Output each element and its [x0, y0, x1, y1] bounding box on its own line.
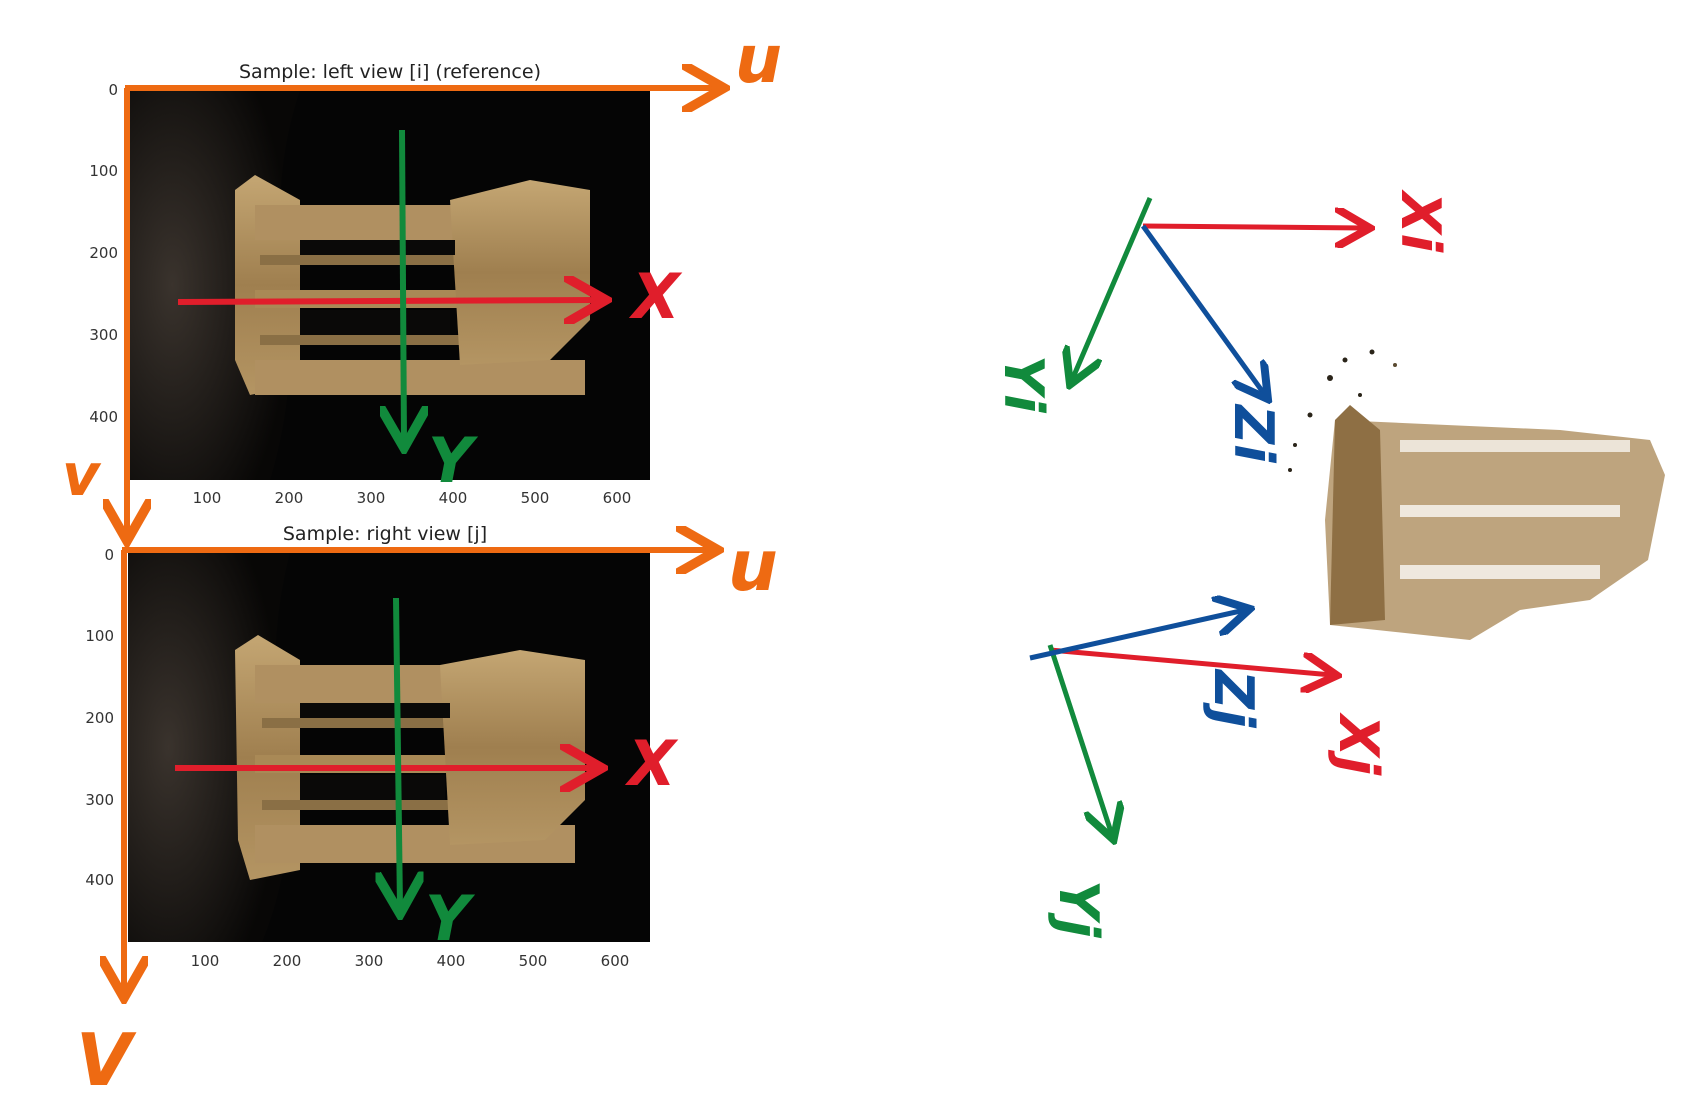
y-tick-label: 100	[85, 627, 114, 645]
top-plot-title: Sample: left view [i] (reference)	[239, 61, 541, 83]
y-tick-label: 300	[89, 326, 118, 344]
x-tick-label: 600	[601, 952, 630, 970]
top-plot-image	[130, 90, 650, 480]
x-tick-label: 200	[275, 489, 304, 507]
xi-arrow	[1142, 226, 1365, 228]
temple-model-top	[235, 175, 590, 395]
y-tick-label: 200	[89, 244, 118, 262]
bottom-plot-title: Sample: right view [j]	[283, 523, 487, 545]
camera-j-frame: Xj Yj Zj	[1029, 610, 1390, 939]
x-label-top: X	[628, 260, 683, 333]
top-plot-y-ticks: 0 100 200 300 400	[89, 81, 118, 426]
zj-arrow	[1029, 610, 1245, 661]
x-tick-label: 400	[437, 952, 466, 970]
x-tick-label: 100	[191, 952, 220, 970]
yi-arrow	[1072, 197, 1153, 380]
x-tick-label: 400	[439, 489, 468, 507]
zj-label: Zj	[1202, 668, 1265, 729]
y-tick-label: 300	[85, 791, 114, 809]
x-arrow-top	[177, 300, 600, 302]
bottom-plot: Sample: right view [j] 0 100 200 300 400	[76, 523, 778, 1102]
u-label-top: u	[735, 21, 782, 98]
y-tick-label: 100	[89, 162, 118, 180]
x-tick-label: 200	[273, 952, 302, 970]
xj-arrow	[1049, 647, 1332, 675]
point-cloud	[1288, 349, 1665, 640]
bottom-plot-x-ticks: 100 200 300 400 500 600	[191, 952, 630, 970]
top-plot-x-ticks: 100 200 300 400 500 600	[193, 489, 632, 507]
v-label-bottom: V	[76, 1018, 137, 1102]
x-label-bottom: X	[624, 727, 679, 800]
xi-label: Xi	[1389, 189, 1452, 254]
x-tick-label: 100	[193, 489, 222, 507]
y-tick-label: 400	[89, 408, 118, 426]
top-plot: Sample: left view [i] (reference) 0 100 …	[62, 21, 782, 535]
zi-label: Zi	[1222, 403, 1285, 464]
x-tick-label: 300	[357, 489, 386, 507]
x-tick-label: 500	[521, 489, 550, 507]
yj-label: Yj	[1047, 880, 1110, 939]
temple-model-bottom	[235, 635, 585, 880]
y-arrow-bottom	[396, 597, 400, 908]
v-label-top: v	[62, 441, 102, 509]
yj-arrow	[1047, 644, 1112, 835]
y-tick-label: 0	[104, 546, 114, 564]
camera-i-frame: Xi Yi Zi	[992, 189, 1452, 464]
yi-label: Yi	[992, 355, 1055, 414]
y-label-top: Y	[428, 424, 479, 497]
u-label-bottom: u	[728, 525, 778, 607]
x-tick-label: 500	[519, 952, 548, 970]
xj-label: Xj	[1327, 712, 1390, 777]
zi-arrow	[1140, 224, 1265, 395]
x-tick-label: 600	[603, 489, 632, 507]
y-arrow-top	[402, 129, 404, 442]
bottom-plot-y-ticks: 0 100 200 300 400	[85, 546, 114, 889]
y-tick-label: 0	[108, 81, 118, 99]
bottom-plot-image	[128, 552, 650, 942]
y-label-bottom: Y	[425, 882, 476, 955]
y-tick-label: 400	[85, 871, 114, 889]
y-tick-label: 200	[85, 709, 114, 727]
x-tick-label: 300	[355, 952, 384, 970]
